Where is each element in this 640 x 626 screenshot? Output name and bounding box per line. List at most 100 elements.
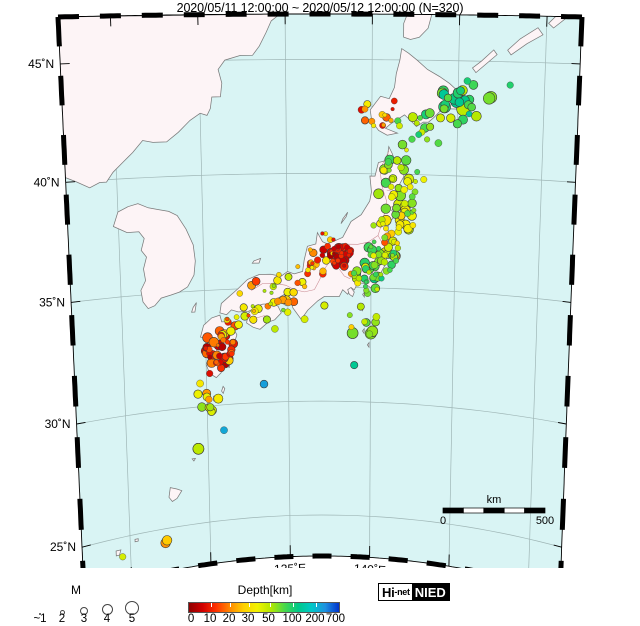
epicenter-marker[interactable]	[225, 317, 230, 322]
epicenter-marker[interactable]	[224, 339, 230, 345]
epicenter-marker[interactable]	[381, 252, 389, 259]
epicenter-marker[interactable]	[192, 442, 205, 455]
epicenter-marker[interactable]	[404, 210, 411, 217]
epicenter-marker[interactable]	[356, 302, 365, 311]
epicenter-marker[interactable]	[220, 426, 228, 434]
epicenter-marker[interactable]	[394, 240, 400, 246]
epicenter-marker[interactable]	[322, 256, 331, 265]
epicenter-marker[interactable]	[229, 351, 235, 357]
epicenter-marker[interactable]	[332, 251, 337, 256]
epicenter-marker[interactable]	[443, 93, 453, 102]
epicenter-marker[interactable]	[226, 326, 236, 336]
epicenter-marker[interactable]	[424, 136, 431, 143]
epicenter-marker[interactable]	[409, 222, 417, 229]
epicenter-marker[interactable]	[233, 314, 240, 320]
epicenter-marker[interactable]	[363, 284, 368, 289]
epicenter-marker[interactable]	[361, 318, 368, 325]
epicenter-marker[interactable]	[314, 256, 322, 264]
epicenter-marker[interactable]	[436, 113, 445, 123]
epicenter-marker[interactable]	[216, 352, 223, 360]
epicenter-marker[interactable]	[206, 370, 214, 377]
epicenter-marker[interactable]	[392, 203, 401, 213]
epicenter-marker[interactable]	[382, 112, 388, 118]
epicenter-marker[interactable]	[373, 271, 379, 278]
epicenter-marker[interactable]	[371, 239, 377, 245]
epicenter-marker[interactable]	[250, 304, 255, 309]
epicenter-marker[interactable]	[400, 186, 408, 194]
epicenter-marker[interactable]	[363, 279, 369, 285]
epicenter-marker[interactable]	[393, 156, 402, 165]
epicenter-marker[interactable]	[371, 123, 377, 129]
epicenter-marker[interactable]	[456, 86, 465, 95]
epicenter-marker[interactable]	[300, 315, 309, 323]
epicenter-marker[interactable]	[413, 120, 420, 126]
epicenter-marker[interactable]	[397, 139, 408, 150]
epicenter-marker[interactable]	[271, 325, 279, 333]
epicenter-marker[interactable]	[324, 243, 331, 250]
epicenter-marker[interactable]	[407, 183, 414, 191]
epicenter-marker[interactable]	[331, 246, 337, 252]
epicenter-marker[interactable]	[397, 164, 405, 172]
epicenter-marker[interactable]	[332, 261, 337, 266]
epicenter-marker[interactable]	[262, 289, 267, 293]
epicenter-marker[interactable]	[307, 247, 313, 253]
epicenter-marker[interactable]	[411, 188, 419, 196]
epicenter-marker[interactable]	[339, 250, 344, 255]
epicenter-marker[interactable]	[391, 97, 398, 105]
epicenter-marker[interactable]	[372, 313, 381, 321]
epicenter-marker[interactable]	[335, 258, 341, 264]
epicenter-marker[interactable]	[468, 80, 479, 90]
epicenter-marker[interactable]	[380, 258, 388, 266]
epicenter-marker[interactable]	[281, 307, 286, 313]
epicenter-marker[interactable]	[404, 147, 409, 153]
epicenter-marker[interactable]	[302, 283, 308, 290]
epicenter-marker[interactable]	[269, 290, 274, 295]
epicenter-marker[interactable]	[386, 167, 392, 173]
epicenter-marker[interactable]	[465, 110, 473, 118]
epicenter-marker[interactable]	[350, 361, 359, 370]
epicenter-marker[interactable]	[376, 246, 382, 252]
epicenter-marker[interactable]	[206, 403, 215, 412]
epicenter-marker[interactable]	[388, 117, 394, 123]
epicenter-marker[interactable]	[417, 115, 423, 121]
epicenter-marker[interactable]	[393, 257, 399, 264]
epicenter-marker[interactable]	[234, 320, 243, 329]
epicenter-marker[interactable]	[374, 286, 380, 292]
epicenter-marker[interactable]	[370, 222, 377, 229]
epicenter-marker[interactable]	[394, 245, 401, 252]
epicenter-marker[interactable]	[276, 272, 282, 278]
epicenter-markers[interactable]	[119, 77, 514, 561]
epicenter-marker[interactable]	[368, 244, 374, 250]
epicenter-marker[interactable]	[407, 198, 417, 208]
epicenter-marker[interactable]	[387, 267, 393, 273]
epicenter-marker[interactable]	[366, 269, 372, 275]
epicenter-marker[interactable]	[196, 379, 204, 388]
epicenter-marker[interactable]	[396, 122, 403, 130]
epicenter-marker[interactable]	[408, 193, 416, 200]
epicenter-marker[interactable]	[380, 177, 391, 188]
epicenter-marker[interactable]	[273, 276, 282, 285]
epicenter-marker[interactable]	[381, 234, 388, 241]
epicenter-marker[interactable]	[119, 553, 127, 561]
epicenter-marker[interactable]	[401, 155, 412, 166]
epicenter-marker[interactable]	[383, 225, 389, 232]
epicenter-marker[interactable]	[434, 139, 443, 147]
epicenter-marker[interactable]	[426, 122, 435, 131]
epicenter-marker[interactable]	[401, 200, 409, 208]
epicenter-marker[interactable]	[388, 193, 396, 201]
map-canvas[interactable]: 45˚N40˚N35˚N30˚N25˚N125˚E130˚E135˚E140˚E…	[0, 8, 640, 568]
epicenter-marker[interactable]	[215, 343, 220, 348]
epicenter-marker[interactable]	[289, 288, 298, 297]
epicenter-marker[interactable]	[294, 279, 301, 286]
epicenter-marker[interactable]	[310, 261, 315, 266]
epicenter-marker[interactable]	[408, 135, 416, 143]
epicenter-marker[interactable]	[331, 237, 336, 242]
epicenter-marker[interactable]	[370, 261, 379, 269]
epicenter-marker[interactable]	[355, 275, 362, 282]
epicenter-marker[interactable]	[471, 110, 482, 122]
epicenter-marker[interactable]	[452, 119, 462, 129]
epicenter-marker[interactable]	[249, 315, 258, 324]
epicenter-marker[interactable]	[309, 265, 315, 270]
epicenter-marker[interactable]	[390, 253, 395, 258]
epicenter-marker[interactable]	[446, 113, 456, 123]
